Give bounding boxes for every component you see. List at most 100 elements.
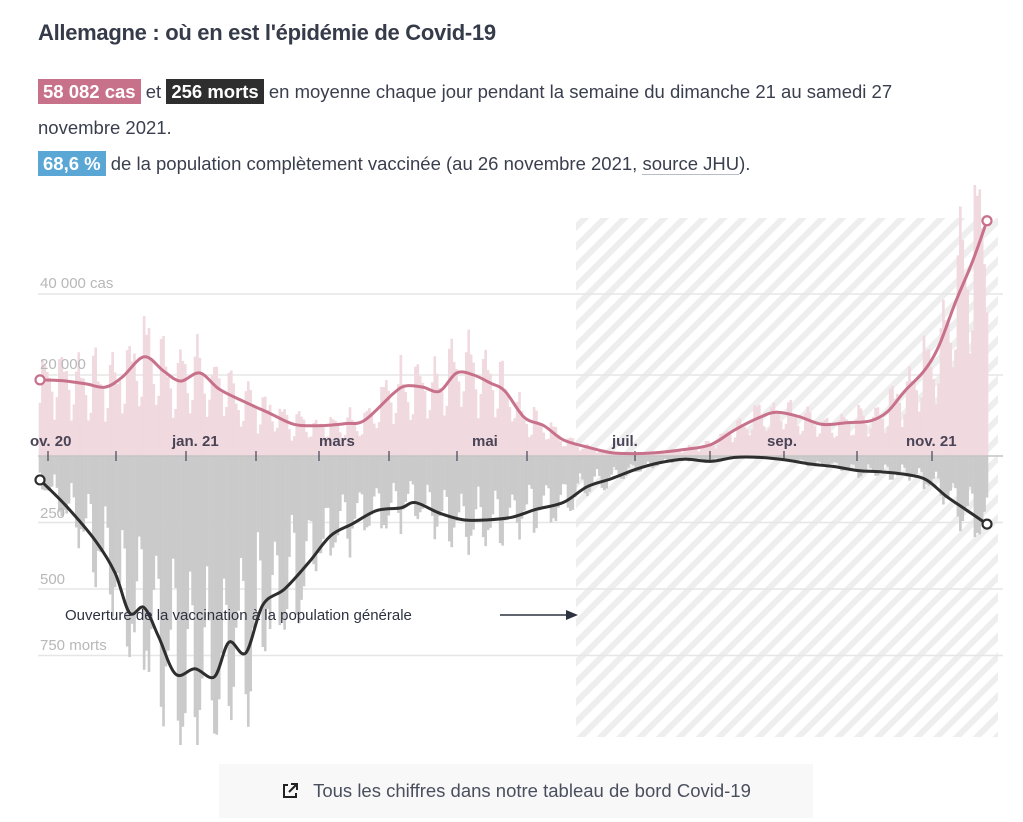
cases-bar	[479, 394, 483, 456]
cases-bar	[777, 412, 781, 456]
deaths-bar	[259, 456, 262, 561]
cases-bar	[549, 422, 553, 456]
cases-bar	[489, 373, 492, 456]
cases-bar	[41, 359, 44, 456]
cases-bar	[808, 412, 812, 456]
cases-bar	[830, 432, 834, 456]
deaths-bar	[452, 456, 456, 528]
deaths-bar	[474, 456, 478, 510]
deaths-bar	[489, 456, 492, 528]
cases-bar	[431, 382, 434, 456]
cases-bar	[590, 448, 594, 456]
cases-bar	[966, 289, 969, 456]
cases-bar	[213, 366, 216, 456]
deaths-bar	[513, 456, 517, 501]
deaths-bar	[53, 456, 56, 475]
deaths-bar	[913, 456, 916, 477]
deaths-bar	[135, 456, 139, 582]
deaths-bar	[329, 456, 332, 556]
deaths-bar	[525, 456, 529, 505]
cases-bar	[125, 350, 129, 456]
deaths-bar	[946, 456, 950, 499]
cases-bar	[314, 419, 318, 456]
x-tick-label: jan. 21	[171, 433, 219, 450]
deaths-bar	[435, 456, 439, 527]
axes: ov. 20 jan. 21 mars mai juil. sep. nov. 21 20 0…	[30, 275, 1003, 654]
cases-bar	[108, 364, 112, 456]
deaths-bar	[208, 456, 211, 621]
deaths-bar	[254, 456, 257, 620]
cases-bar	[929, 366, 933, 456]
deaths-bar	[828, 456, 831, 467]
deaths-bar	[106, 456, 110, 528]
cases-bar	[220, 392, 223, 456]
deaths-bar	[368, 456, 371, 526]
deaths-bar	[65, 456, 68, 514]
deaths-bar	[915, 456, 919, 475]
deaths-bar	[205, 456, 209, 567]
deaths-bar	[365, 456, 369, 528]
deaths-bar	[50, 456, 54, 487]
cases-bar	[513, 418, 517, 456]
deaths-bar	[389, 456, 393, 503]
deaths-bar	[99, 456, 102, 553]
deaths-bar	[530, 456, 533, 489]
cases-bar	[649, 453, 652, 456]
deaths-bar	[67, 456, 71, 504]
cases-bar	[702, 444, 705, 456]
cases-bar	[389, 402, 393, 456]
cases-bar	[113, 372, 117, 456]
cases-bar	[426, 418, 429, 456]
cases-bar	[203, 393, 207, 456]
deaths-bar	[142, 456, 146, 670]
deaths-bar	[147, 456, 151, 672]
deaths-bar	[908, 456, 911, 481]
source-link[interactable]: source JHU	[642, 153, 740, 175]
cases-bar	[946, 318, 950, 456]
deaths-bar	[232, 456, 236, 687]
cases-bar	[397, 384, 400, 456]
deaths-bar	[801, 456, 805, 461]
cases-bar	[268, 404, 272, 456]
cases-bar	[888, 388, 892, 456]
cases-bar	[566, 438, 570, 456]
deaths-bar	[438, 456, 441, 517]
cases-bar	[891, 386, 894, 456]
deaths-bar	[297, 456, 301, 624]
cases-bar	[762, 426, 766, 456]
deaths-bar	[590, 456, 594, 485]
cases-bar	[157, 395, 160, 456]
cases-axis-label: 40 000 cas	[40, 275, 113, 292]
cases-bar	[537, 422, 541, 456]
deaths-bar	[665, 456, 669, 460]
deaths-bar	[712, 456, 715, 460]
cases-bar	[171, 417, 175, 456]
deaths-bar	[251, 456, 255, 629]
cases-bar	[307, 437, 311, 456]
cases-bar	[561, 446, 565, 456]
deaths-bar	[314, 456, 318, 572]
cases-bar	[983, 264, 986, 456]
deaths-bar	[716, 456, 720, 459]
deaths-bar	[472, 456, 475, 530]
cases-bar	[377, 422, 381, 456]
deaths-bar	[460, 456, 463, 494]
cases-bar	[43, 365, 47, 456]
cases-bar	[833, 437, 836, 456]
deaths-bar	[588, 456, 592, 492]
cases-bar	[510, 421, 514, 456]
cases-end-point	[981, 215, 993, 227]
cases-bar	[820, 421, 824, 456]
cases-bar	[944, 320, 948, 456]
deaths-bar	[634, 456, 638, 472]
dashboard-link[interactable]: Tous les chiffres dans notre tableau de …	[219, 764, 813, 818]
cases-bar	[886, 426, 890, 456]
cases-bar	[94, 347, 98, 456]
deaths-bar	[980, 456, 984, 523]
deaths-bar	[883, 456, 887, 465]
cases-bar	[496, 408, 500, 456]
cases-bar	[486, 370, 490, 456]
deaths-bar	[91, 456, 95, 573]
deaths-bar	[929, 456, 933, 482]
cases-bar	[842, 417, 846, 456]
